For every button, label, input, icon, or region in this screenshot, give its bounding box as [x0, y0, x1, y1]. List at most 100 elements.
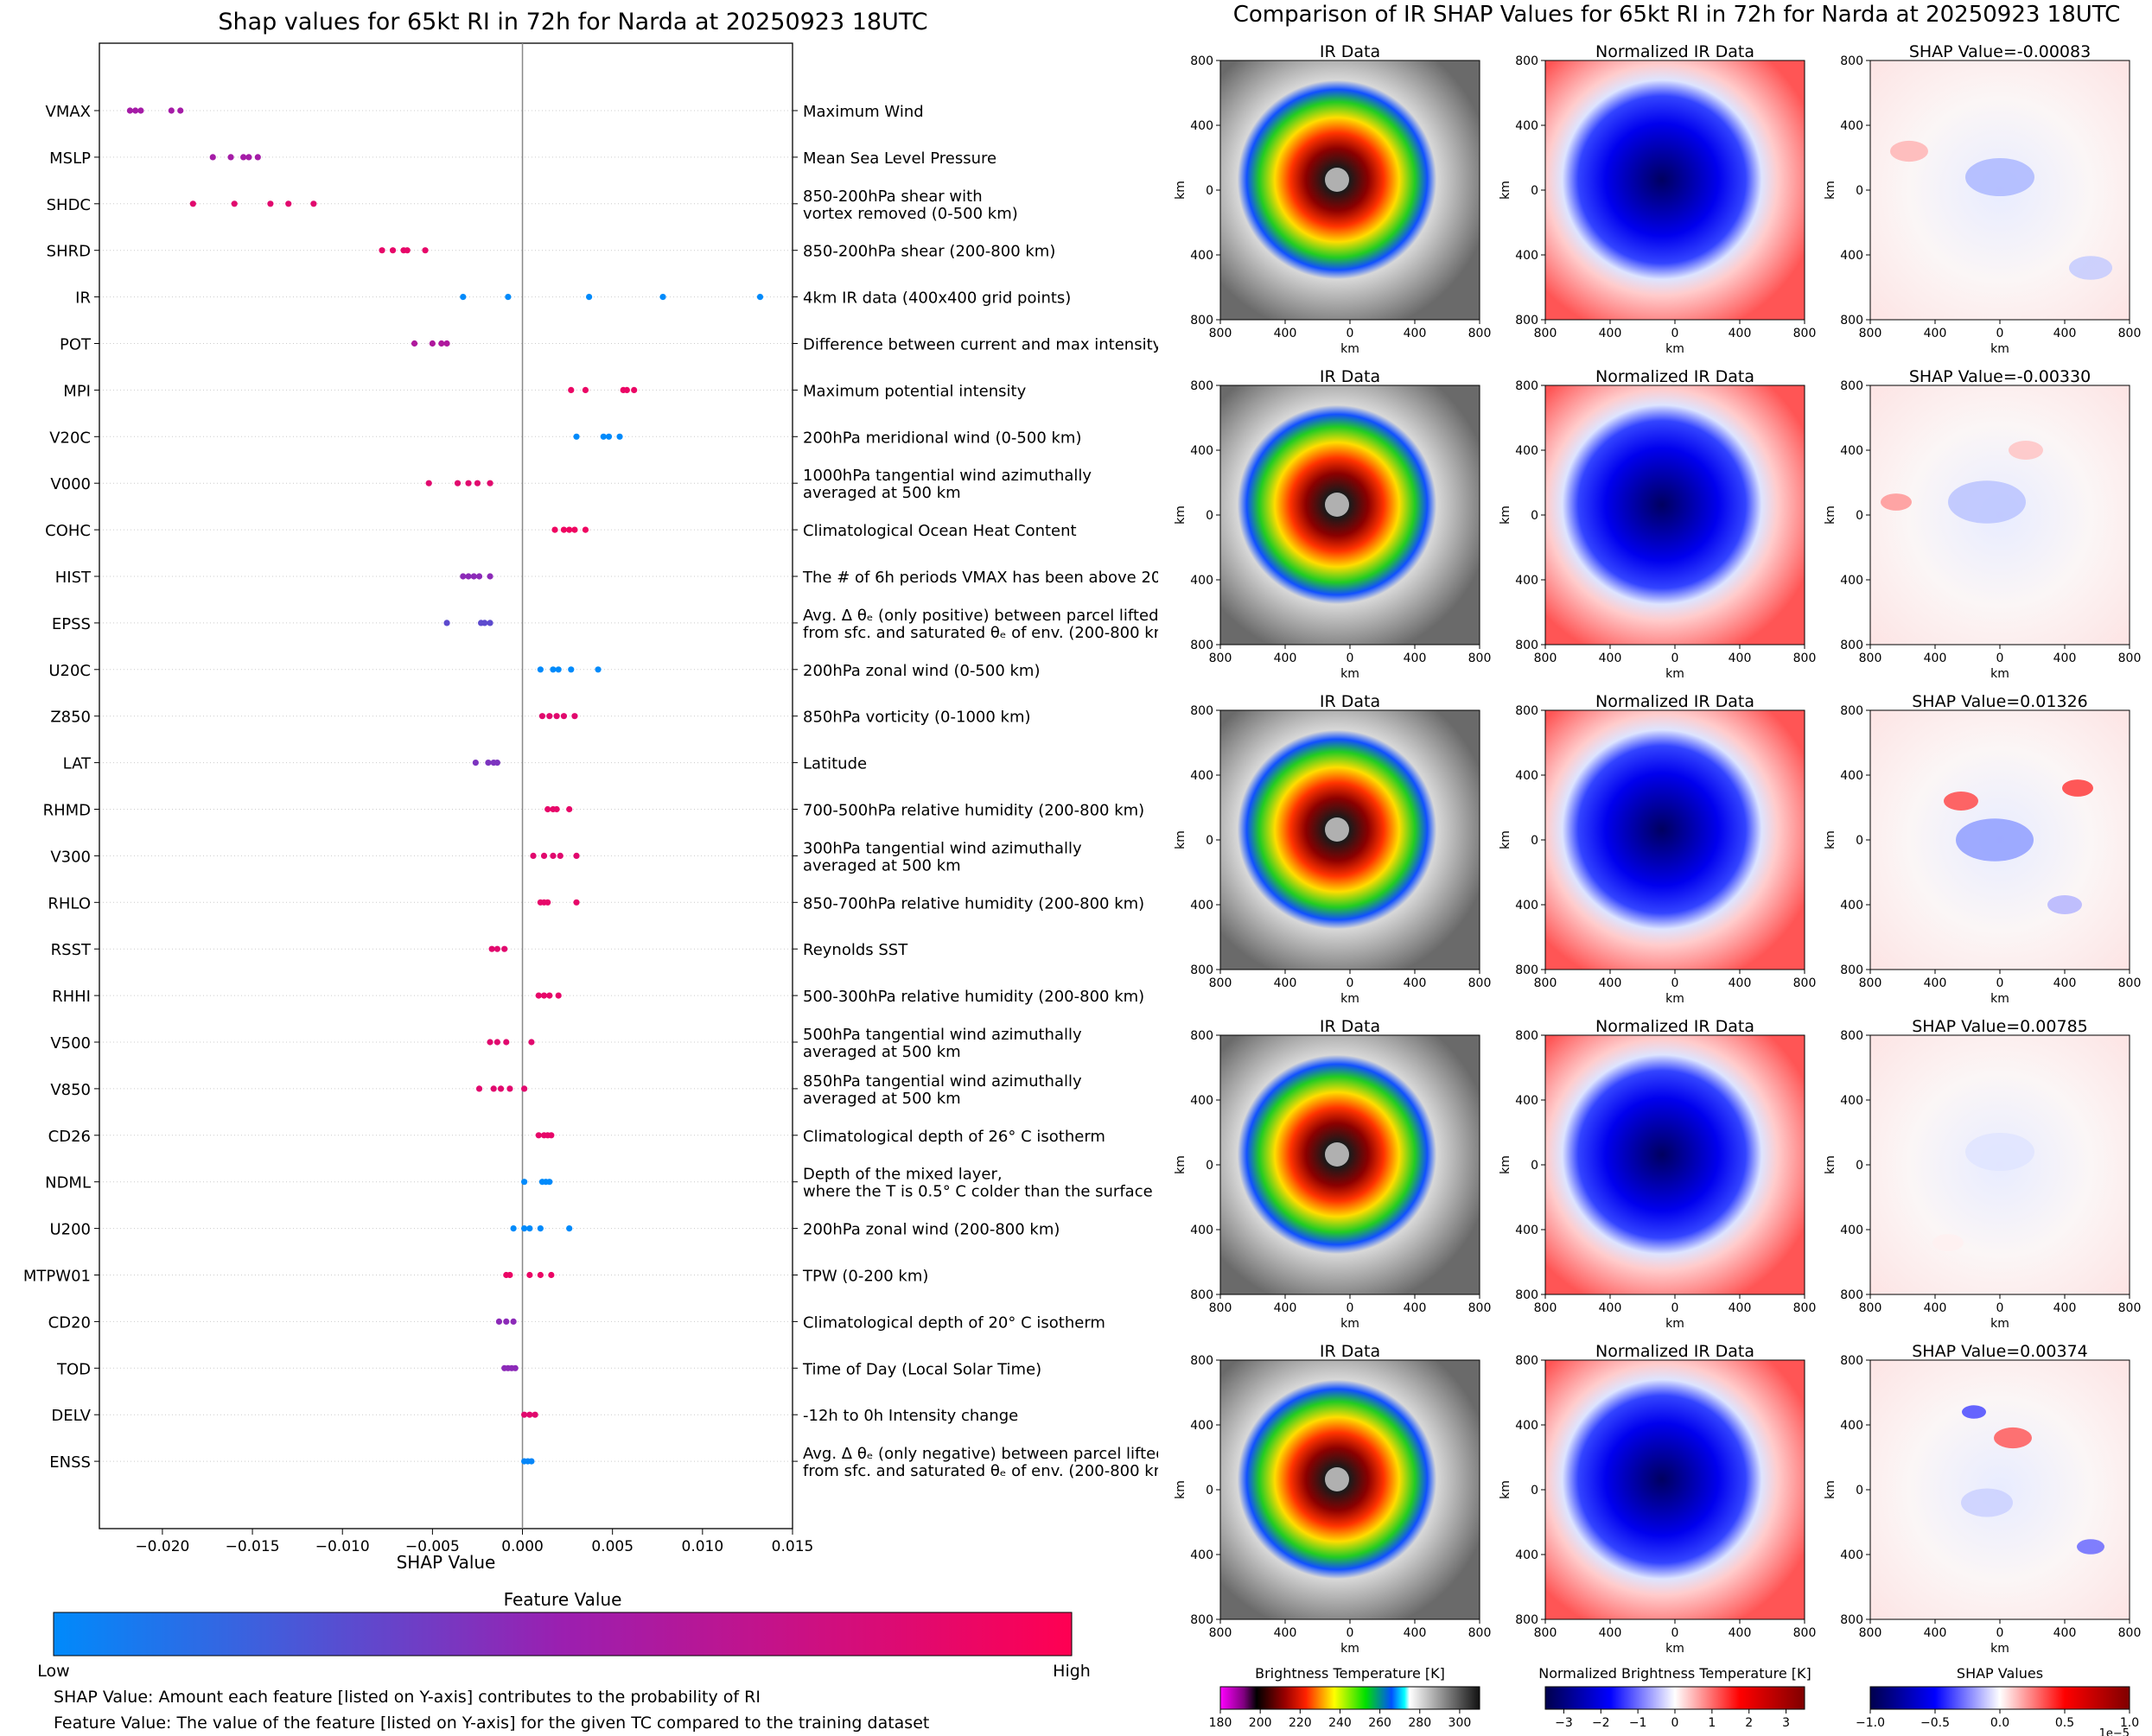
feature-description: vortex removed (0-500 km): [803, 205, 1018, 223]
panel-x-tick: 400: [1924, 327, 1947, 340]
shap-point: [505, 294, 512, 301]
panel-x-tick: 800: [1468, 652, 1492, 665]
shap-point: [555, 992, 562, 999]
panel-x-tick: 400: [1599, 652, 1622, 665]
feature-description: 1000hPa tangential wind azimuthally: [803, 467, 1092, 485]
feature-label-lat: LAT: [63, 755, 92, 773]
shap-point: [472, 760, 479, 766]
shap-panel-title: SHAP Value=-0.00330: [1909, 367, 2091, 386]
panel-x-label: km: [1990, 992, 2009, 1006]
colorbar-tick: −2: [1592, 1716, 1610, 1730]
panel-y-tick: 800: [1840, 1288, 1863, 1302]
shap-point: [495, 1318, 503, 1325]
feature-label-v20c: V20C: [49, 429, 91, 447]
storm-eye: [1325, 493, 1349, 517]
colorbar-exponent: 1e−5: [2099, 1727, 2130, 1736]
panel-x-label: km: [1665, 992, 1684, 1006]
shap-point: [566, 526, 573, 533]
feature-description: Difference between current and max inten…: [803, 336, 1158, 354]
x-tick-label: −0.005: [405, 1538, 460, 1555]
normalized-panel-title: Normalized IR Data: [1595, 692, 1754, 711]
panel-y-tick: 0: [1531, 1159, 1538, 1173]
colorbar-tick: 280: [1408, 1716, 1431, 1730]
panel-x-tick: 0: [1347, 327, 1354, 340]
feature-description: The # of 6h periods VMAX has been above …: [802, 569, 1158, 587]
feature-label-v500: V500: [50, 1034, 91, 1052]
feature-description: 850hPa tangential wind azimuthally: [803, 1072, 1082, 1091]
panel-x-label: km: [1340, 1317, 1359, 1331]
shap-point: [540, 852, 548, 860]
feature-caption: Feature Value: The value of the feature …: [54, 1714, 930, 1733]
shap-panel-title: SHAP Value=0.01326: [1912, 692, 2088, 711]
shap-summary-plot: Shap values for 65kt RI in 72h for Narda…: [23, 9, 1158, 1681]
x-tick-label: −0.015: [226, 1538, 280, 1555]
panel-x-tick: 400: [2053, 976, 2077, 990]
image-panels: IR Data 800 800 400 400 0 0 400 400 800 800 km km Nor…: [1174, 42, 2141, 1656]
feature-description: averaged at 500 km: [803, 1090, 961, 1108]
shap-point: [460, 573, 467, 580]
shap-point: [537, 666, 544, 673]
comparison-title: Comparison of IR SHAP Values for 65kt RI…: [1233, 2, 2121, 28]
panel-y-tick: 800: [1840, 314, 1863, 327]
panel-y-tick: 400: [1190, 1224, 1213, 1237]
colorbar-tick: −3: [1555, 1716, 1573, 1730]
feature-description: averaged at 500 km: [803, 856, 961, 874]
panel-x-tick: 400: [1729, 327, 1752, 340]
shap-point: [532, 1411, 538, 1418]
panel-x-tick: 400: [1924, 1626, 1947, 1640]
shap-feature-blob: [1944, 792, 1978, 811]
storm-eye: [1325, 817, 1349, 842]
shap-point: [521, 1411, 528, 1418]
shap-point: [475, 573, 483, 580]
shap-point: [487, 1039, 493, 1046]
panel-y-tick: 800: [1515, 314, 1538, 327]
shap-panel-title: SHAP Value=0.00374: [1912, 1342, 2088, 1361]
feature-label-cd20: CD20: [48, 1313, 91, 1332]
panel-y-tick: 0: [1856, 834, 1863, 848]
x-tick-label: 0.010: [682, 1538, 724, 1555]
shap-point: [231, 200, 238, 207]
shap-feature-blob: [2077, 1539, 2104, 1555]
panel-y-label: km: [1499, 506, 1512, 525]
feature-description: 850hPa vorticity (0-1000 km): [803, 709, 1031, 727]
shap-feature-blob: [1890, 140, 1928, 162]
panel-y-tick: 400: [1190, 1419, 1213, 1433]
shap-point: [521, 1179, 528, 1186]
panel-y-tick: 800: [1515, 54, 1538, 68]
panel-y-tick: 400: [1515, 769, 1538, 783]
normalized-panel-title: Normalized IR Data: [1595, 42, 1754, 61]
colorbar-tick: 1: [1708, 1716, 1716, 1730]
shap-point: [310, 200, 317, 207]
feature-label-mpi: MPI: [63, 382, 91, 400]
panel-y-label: km: [1174, 181, 1187, 200]
feature-label-v000: V000: [50, 475, 91, 493]
shap-points: [126, 107, 764, 1465]
ir-panel-title: IR Data: [1320, 1017, 1380, 1036]
shap-point: [189, 200, 196, 207]
panel-y-label: km: [1824, 1480, 1837, 1499]
feature-label-ndml: NDML: [45, 1174, 91, 1192]
panel-y-tick: 800: [1190, 1029, 1213, 1043]
panel-x-tick: 400: [1274, 652, 1297, 665]
panel-x-tick: 400: [1729, 976, 1752, 990]
feature-description: Avg. Δ θₑ (only negative) between parcel…: [803, 1445, 1158, 1463]
shap-feature-blob: [1956, 818, 2034, 862]
ir-panel-title: IR Data: [1320, 1342, 1380, 1361]
feature-label-z850: Z850: [50, 709, 91, 727]
panel-y-tick: 400: [1515, 574, 1538, 588]
panel-y-tick: 800: [1515, 639, 1538, 652]
panel-y-tick: 800: [1190, 314, 1213, 327]
panel-x-tick: 400: [1599, 1626, 1622, 1640]
panel-x-label: km: [1340, 667, 1359, 681]
panel-x-label: km: [1665, 667, 1684, 681]
panel-x-tick: 400: [2053, 327, 2077, 340]
feature-label-mslp: MSLP: [49, 149, 91, 168]
panel-y-tick: 400: [1190, 574, 1213, 588]
ir-panel-title: IR Data: [1320, 692, 1380, 711]
panel-y-tick: 800: [1190, 639, 1213, 652]
shap-point: [475, 1085, 483, 1092]
feature-description: 200hPa zonal wind (200-800 km): [803, 1221, 1060, 1239]
panel-y-tick: 800: [1190, 704, 1213, 718]
panel-y-tick: 400: [1515, 1224, 1538, 1237]
shap-point: [557, 852, 563, 860]
